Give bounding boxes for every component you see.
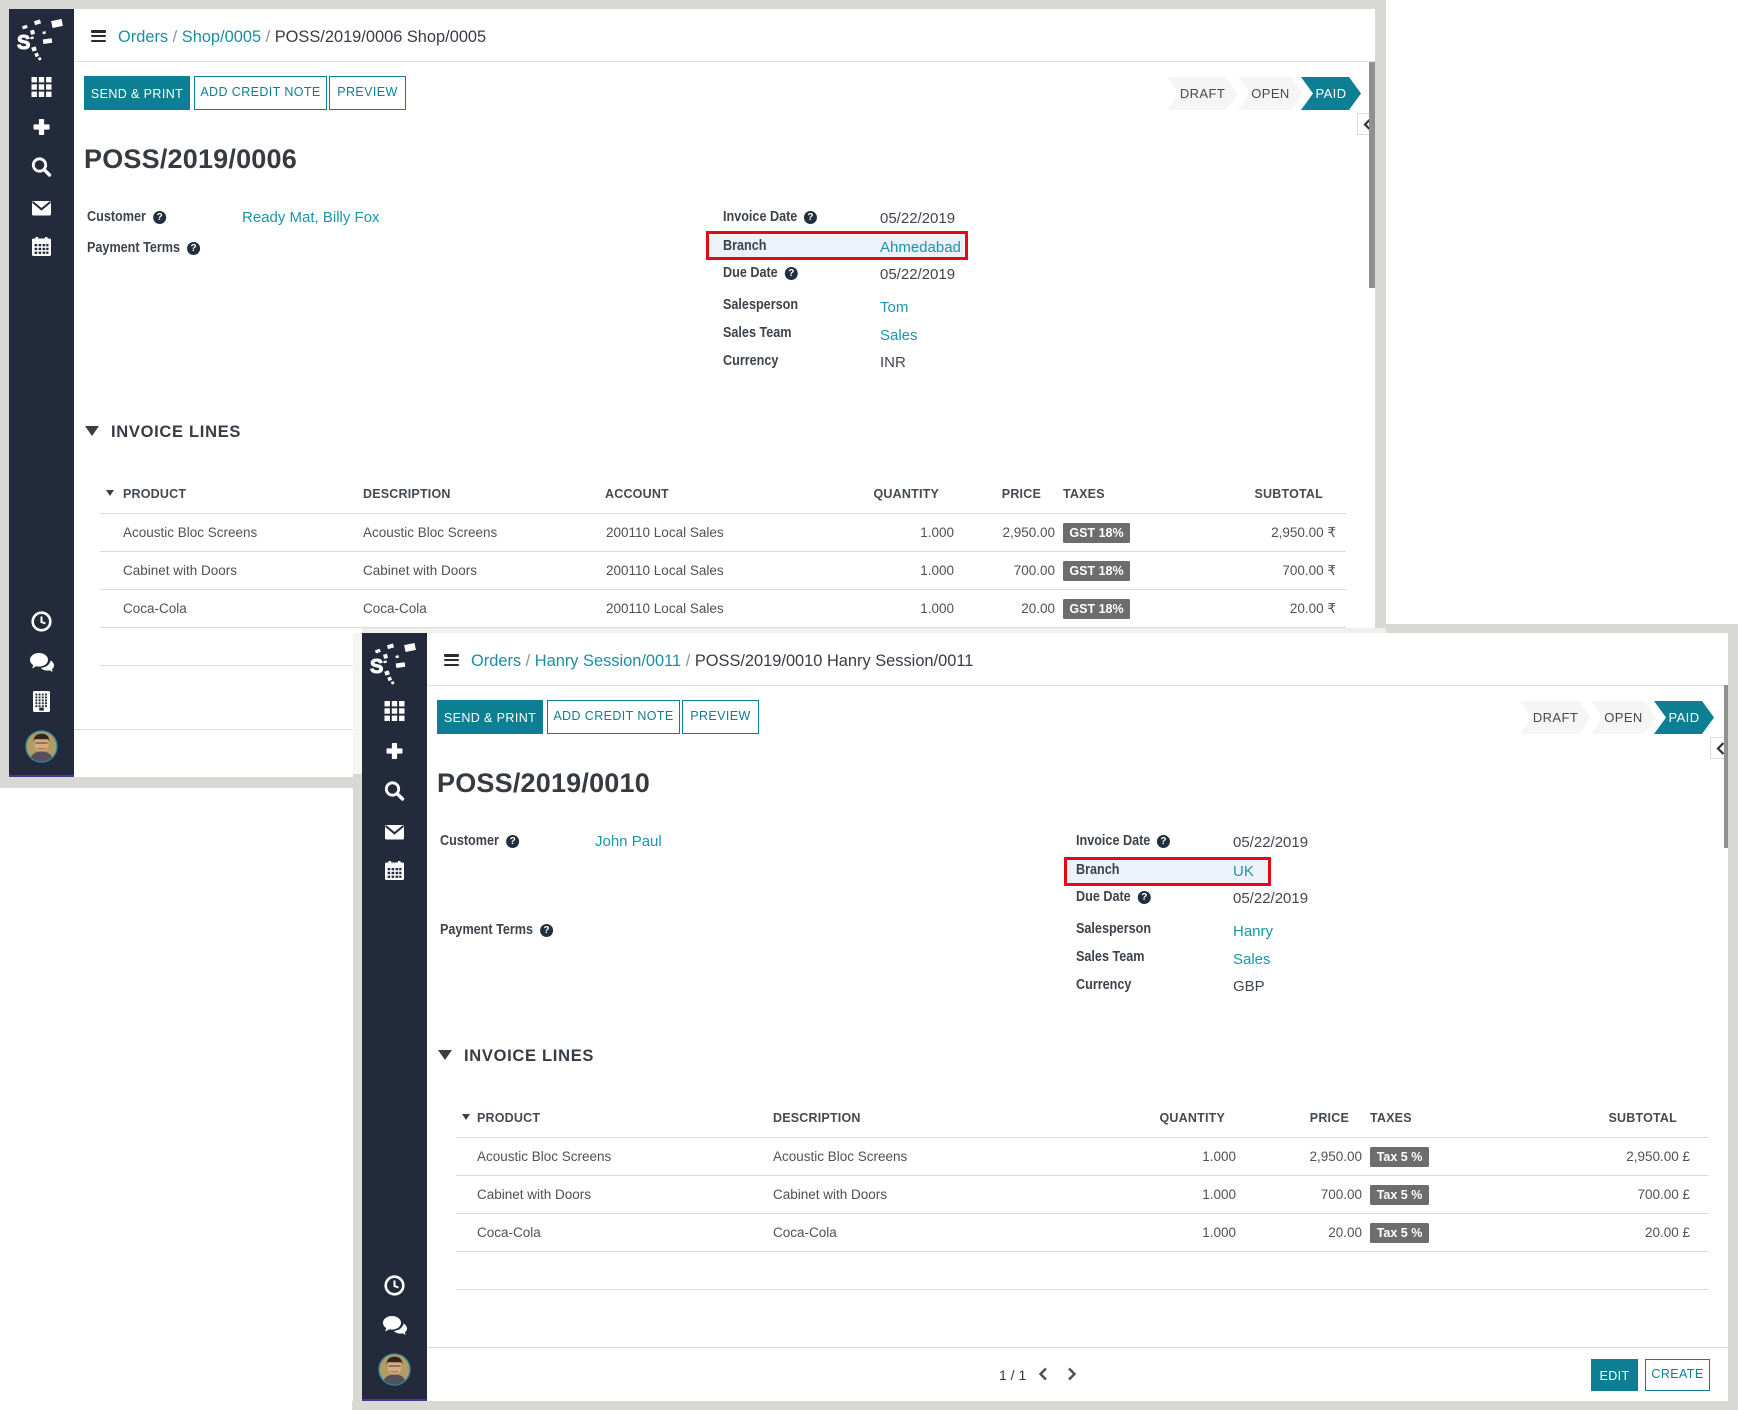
svg-text:S: S [370,656,383,678]
svg-text:S: S [17,32,30,54]
